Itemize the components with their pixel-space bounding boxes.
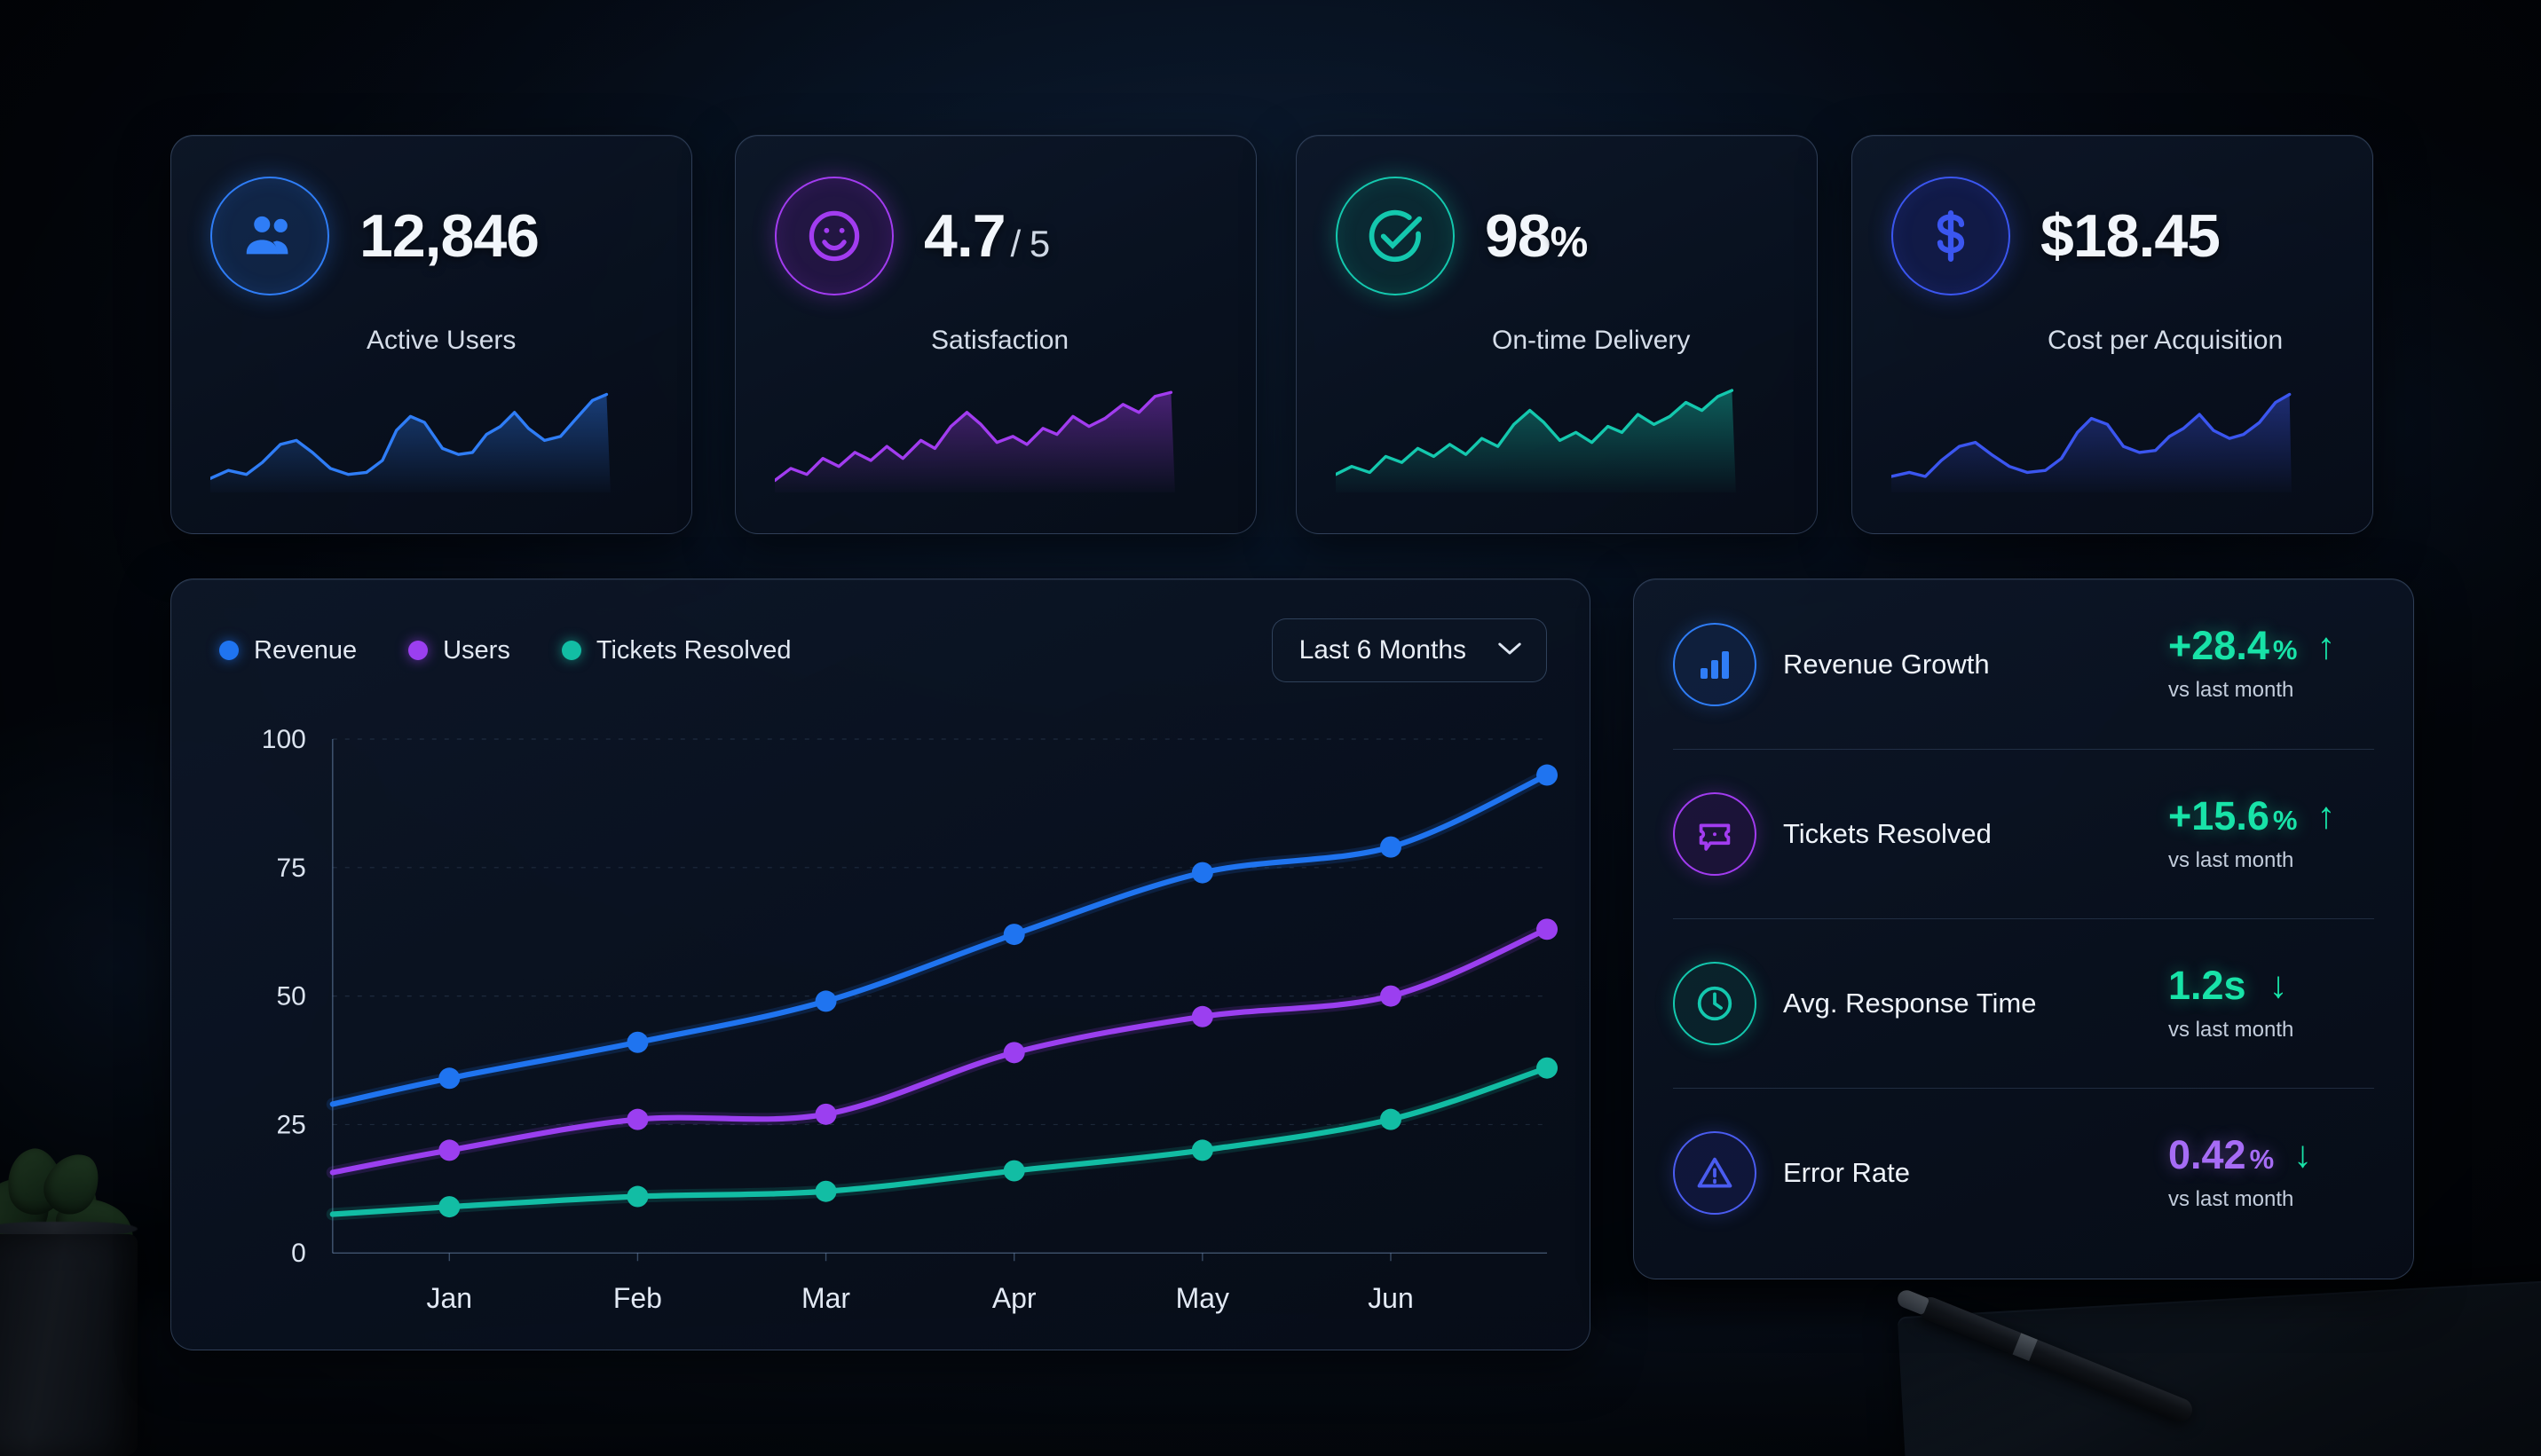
kpi-value: 12,846 bbox=[359, 202, 540, 270]
svg-text:50: 50 bbox=[276, 982, 305, 1011]
users-icon bbox=[210, 177, 329, 295]
metric-value-block: 0.42% ↓ vs last month bbox=[2168, 1135, 2374, 1212]
metric-value-block: 1.2s ↓ vs last month bbox=[2168, 965, 2374, 1043]
kpi-card-active-users[interactable]: 12,846 Active Users bbox=[170, 135, 692, 534]
svg-text:Jun: Jun bbox=[1368, 1282, 1413, 1314]
kpi-header: 4.7/ 5 bbox=[775, 177, 1217, 295]
legend-item-users[interactable]: Users bbox=[408, 636, 510, 665]
metric-label: Tickets Resolved bbox=[1783, 818, 1992, 849]
svg-text:75: 75 bbox=[276, 854, 305, 883]
metric-note: vs last month bbox=[2168, 847, 2294, 872]
svg-text:May: May bbox=[1176, 1282, 1229, 1314]
kpi-label: Active Users bbox=[367, 326, 517, 355]
metric-note: vs last month bbox=[2168, 678, 2294, 702]
metric-value-block: +28.4% ↑ vs last month bbox=[2168, 626, 2374, 703]
kpi-value: 98% bbox=[1485, 202, 1588, 270]
bar-chart-icon bbox=[1673, 622, 1756, 706]
sparkline-chart bbox=[210, 382, 611, 492]
svg-text:0: 0 bbox=[291, 1239, 306, 1268]
date-range-dropdown[interactable]: Last 6 Months bbox=[1271, 618, 1547, 682]
chevron-down-icon bbox=[1496, 641, 1523, 661]
legend-label: Tickets Resolved bbox=[596, 635, 792, 665]
kpi-card-on-time-delivery[interactable]: 98% On-time Delivery bbox=[1296, 135, 1818, 534]
trend-up-icon: ↑ bbox=[2316, 794, 2336, 836]
metric-delta: 1.2s bbox=[2168, 962, 2246, 1008]
legend-item-tickets-resolved[interactable]: Tickets Resolved bbox=[561, 635, 792, 665]
kpi-label: Cost per Acquisition bbox=[2048, 326, 2284, 355]
kpi-header: $18.45 bbox=[1891, 177, 2333, 295]
kpi-card-satisfaction[interactable]: 4.7/ 5 Satisfaction bbox=[735, 135, 1257, 534]
trend-down-icon: ↓ bbox=[2293, 1133, 2313, 1175]
svg-text:Feb: Feb bbox=[613, 1282, 662, 1314]
metric-label: Error Rate bbox=[1783, 1157, 1910, 1188]
legend-label: Users bbox=[443, 635, 510, 665]
kpi-value: 4.7/ 5 bbox=[924, 202, 1050, 270]
kpi-header: 98% bbox=[1336, 177, 1778, 295]
line-chart-plot: 0 25 50 75 100 Jan Feb Mar Apr May Jun bbox=[262, 725, 1559, 1314]
check-circle-icon bbox=[1336, 177, 1455, 295]
trend-down-icon: ↓ bbox=[2269, 964, 2288, 1005]
legend-color-swatch bbox=[561, 641, 581, 660]
kpi-value: $18.45 bbox=[2040, 202, 2221, 270]
chart-legend: Revenue Users Tickets Resolved bbox=[219, 636, 792, 665]
svg-text:100: 100 bbox=[262, 725, 306, 754]
metric-row-error-rate[interactable]: Error Rate 0.42% ↓ vs last month bbox=[1673, 1088, 2374, 1257]
trend-up-icon: ↑ bbox=[2316, 624, 2336, 666]
legend-item-revenue[interactable]: Revenue bbox=[219, 636, 357, 665]
metric-note: vs last month bbox=[2168, 1017, 2294, 1042]
smiley-icon bbox=[775, 177, 894, 295]
warning-icon bbox=[1673, 1131, 1756, 1215]
sparkline-chart bbox=[775, 382, 1175, 492]
svg-text:Mar: Mar bbox=[801, 1282, 850, 1314]
sparkline-chart bbox=[1336, 382, 1736, 492]
svg-text:25: 25 bbox=[276, 1110, 305, 1139]
metric-delta: +28.4% bbox=[2168, 623, 2298, 668]
metric-value-block: +15.6% ↑ vs last month bbox=[2168, 796, 2374, 873]
metric-note: vs last month bbox=[2168, 1186, 2294, 1211]
kpi-header: 12,846 bbox=[210, 177, 652, 295]
clock-icon bbox=[1673, 962, 1756, 1045]
svg-text:Jan: Jan bbox=[427, 1282, 472, 1314]
date-range-value: Last 6 Months bbox=[1298, 635, 1466, 665]
metrics-panel: Revenue Growth +28.4% ↑ vs last month Ti… bbox=[1633, 578, 2414, 1279]
chart-toolbar: Revenue Users Tickets Resolved Last 6 Mo… bbox=[171, 579, 1590, 682]
kpi-card-cost-per-acquisition[interactable]: $18.45 Cost per Acquisition bbox=[1851, 135, 2373, 534]
metric-delta: +15.6% bbox=[2168, 792, 2298, 838]
kpi-label: On-time Delivery bbox=[1492, 326, 1691, 355]
dollar-icon bbox=[1891, 177, 2010, 295]
ticket-icon bbox=[1673, 792, 1756, 876]
metric-delta: 0.42% bbox=[2168, 1131, 2275, 1177]
metric-row-avg-response-time[interactable]: Avg. Response Time 1.2s ↓ vs last month bbox=[1673, 918, 2374, 1088]
metric-label: Avg. Response Time bbox=[1783, 988, 2037, 1019]
legend-label: Revenue bbox=[254, 635, 358, 665]
metric-row-revenue-growth[interactable]: Revenue Growth +28.4% ↑ vs last month bbox=[1673, 579, 2374, 749]
sparkline-chart bbox=[1891, 382, 2292, 492]
metric-label: Revenue Growth bbox=[1783, 648, 1990, 680]
kpi-label: Satisfaction bbox=[931, 326, 1069, 355]
svg-text:Apr: Apr bbox=[992, 1282, 1037, 1314]
metric-row-tickets-resolved[interactable]: Tickets Resolved +15.6% ↑ vs last month bbox=[1673, 749, 2374, 918]
main-chart-card: Revenue Users Tickets Resolved Last 6 Mo… bbox=[170, 578, 1590, 1350]
legend-color-swatch bbox=[219, 641, 239, 660]
legend-color-swatch bbox=[408, 641, 429, 660]
